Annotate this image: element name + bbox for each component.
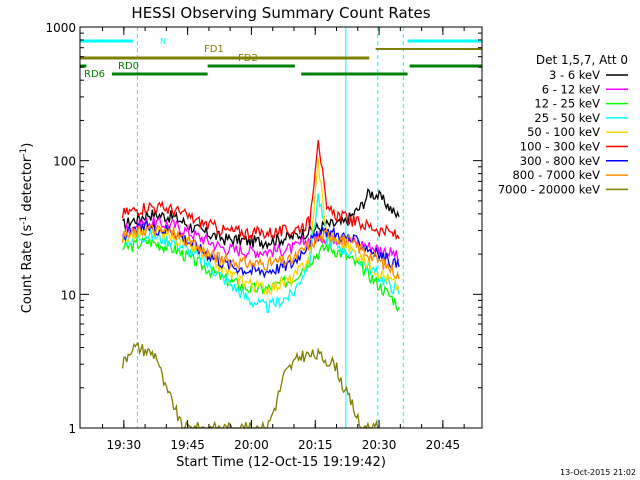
legend-label-4: 50 - 100 keV [527,125,600,139]
legend-label-6: 300 - 800 keV [520,154,600,168]
y-axis-label-suffix: ) [20,143,35,148]
y-axis-label-sup1: -1 [19,216,29,225]
plot-frame [79,26,483,429]
state-label-n: N [160,37,166,46]
legend-label-7: 800 - 7000 keV [512,168,600,182]
y-tick-label-3: 1000 [45,21,76,35]
x-tick-label-4: 20:30 [362,438,397,452]
y-axis-label-sup2: -1 [19,148,29,157]
y-axis-label-mid: detector [20,156,35,216]
legend-label-8: 7000 - 20000 keV [498,182,600,196]
x-tick-label-5: 20:45 [426,438,461,452]
legend-label-2: 12 - 25 keV [534,97,600,111]
y-axis-label-prefix: Count Rate (s [20,225,35,314]
footer-timestamp: 13-Oct-2015 21:02 [560,468,636,477]
state-label-fd1: FD1 [204,44,224,55]
y-tick-label-0: 1 [68,422,76,436]
state-label-rd0: RD0 [118,61,139,72]
x-tick-label-1: 19:45 [170,438,205,452]
series-line-2 [122,236,400,313]
x-tick-label-0: 19:30 [107,438,142,452]
chart-title: HESSI Observing Summary Count Rates [131,4,430,22]
y-axis-label: Count Rate (s-1 detector-1) [19,143,35,314]
x-axis-label: Start Time (12-Oct-15 19:19:42) [176,455,386,470]
y-tick-label-1: 10 [61,288,76,302]
state-label-rd6: RD6 [84,69,105,80]
series-line-4 [121,158,400,297]
legend-label-3: 25 - 50 keV [534,111,600,125]
state-label-fd2: FD2 [238,53,258,64]
series-line-7 [121,224,400,280]
legend-label-1: 6 - 12 keV [542,82,600,96]
legend-title: Det 1,5,7, Att 0 [536,53,628,67]
series-line-8 [121,342,379,430]
x-tick-label-2: 20:00 [234,438,269,452]
legend-label-5: 100 - 300 keV [520,140,600,154]
y-tick-label-2: 100 [53,155,76,169]
series-line-0 [122,187,400,251]
legend-label-0: 3 - 6 keV [549,68,600,82]
x-tick-label-3: 20:15 [298,438,333,452]
series-line-5 [121,140,400,242]
